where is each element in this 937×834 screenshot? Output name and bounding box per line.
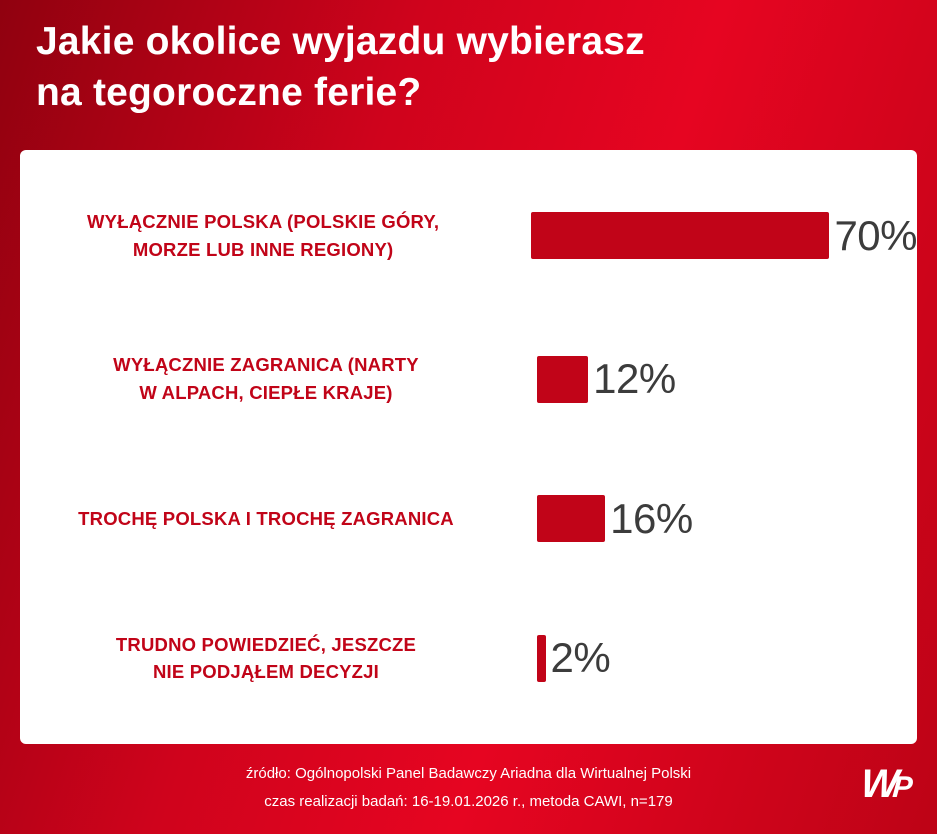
bar	[537, 495, 606, 543]
chart-header: Jakie okolice wyjazdu wybierasz na tegor…	[0, 0, 937, 119]
category-label-line: WYŁĄCZNIE ZAGRANICA (NARTY	[113, 354, 419, 376]
page-title-line-1: Jakie okolice wyjazdu wybierasz	[36, 20, 645, 63]
value-label: 2%	[550, 634, 611, 682]
bar	[531, 212, 830, 260]
category-label: WYŁĄCZNIE ZAGRANICA (NARTY W ALPACH, CIE…	[20, 351, 512, 407]
category-label: WYŁĄCZNIE POLSKA (POLSKIE GÓRY, MORZE LU…	[20, 208, 506, 264]
category-label-line: NIE PODJĄŁEM DECYZJI	[152, 661, 380, 683]
source-footer: źródło: Ogólnopolski Panel Badawczy Aria…	[0, 760, 937, 816]
wp-logo: WP	[859, 762, 909, 806]
category-label: TROCHĘ POLSKA I TROCHĘ ZAGRANICA	[20, 505, 512, 533]
category-label-line: MORZE LUB INNE REGIONY)	[132, 238, 394, 260]
source-line-2: czas realizacji badań: 16-19.01.2026 r.,…	[264, 793, 673, 810]
category-label-line: W ALPACH, CIEPŁE KRAJE)	[139, 382, 393, 404]
source-line-1: źródło: Ogólnopolski Panel Badawczy Aria…	[245, 765, 692, 782]
chart-row: TRUDNO POWIEDZIEĆ, JESZCZE NIE PODJĄŁEM …	[20, 631, 917, 687]
chart-row: WYŁĄCZNIE ZAGRANICA (NARTY W ALPACH, CIE…	[20, 351, 917, 407]
bar	[537, 634, 546, 682]
wp-logo-p: P	[891, 771, 908, 804]
bar-area: 12%	[537, 355, 676, 403]
category-label-line: TROCHĘ POLSKA I TROCHĘ ZAGRANICA	[78, 507, 454, 529]
category-label-line: TRUDNO POWIEDZIEĆ, JESZCZE	[115, 633, 417, 655]
category-label: TRUDNO POWIEDZIEĆ, JESZCZE NIE PODJĄŁEM …	[20, 631, 512, 687]
bar-area: 70%	[531, 212, 917, 260]
chart-card: WYŁĄCZNIE POLSKA (POLSKIE GÓRY, MORZE LU…	[20, 150, 917, 744]
chart-row: TROCHĘ POLSKA I TROCHĘ ZAGRANICA 16%	[20, 495, 917, 543]
value-label: 16%	[610, 494, 693, 542]
page-title-line-2: na tegoroczne ferie?	[36, 71, 422, 115]
value-label: 70%	[834, 211, 917, 259]
bar-area: 2%	[537, 634, 611, 682]
chart-row: WYŁĄCZNIE POLSKA (POLSKIE GÓRY, MORZE LU…	[20, 208, 917, 264]
wp-logo-w: W	[859, 762, 895, 806]
value-label: 12%	[593, 355, 676, 403]
category-label-line: WYŁĄCZNIE POLSKA (POLSKIE GÓRY,	[87, 210, 440, 232]
bar-area: 16%	[537, 495, 693, 543]
bar	[537, 355, 589, 403]
